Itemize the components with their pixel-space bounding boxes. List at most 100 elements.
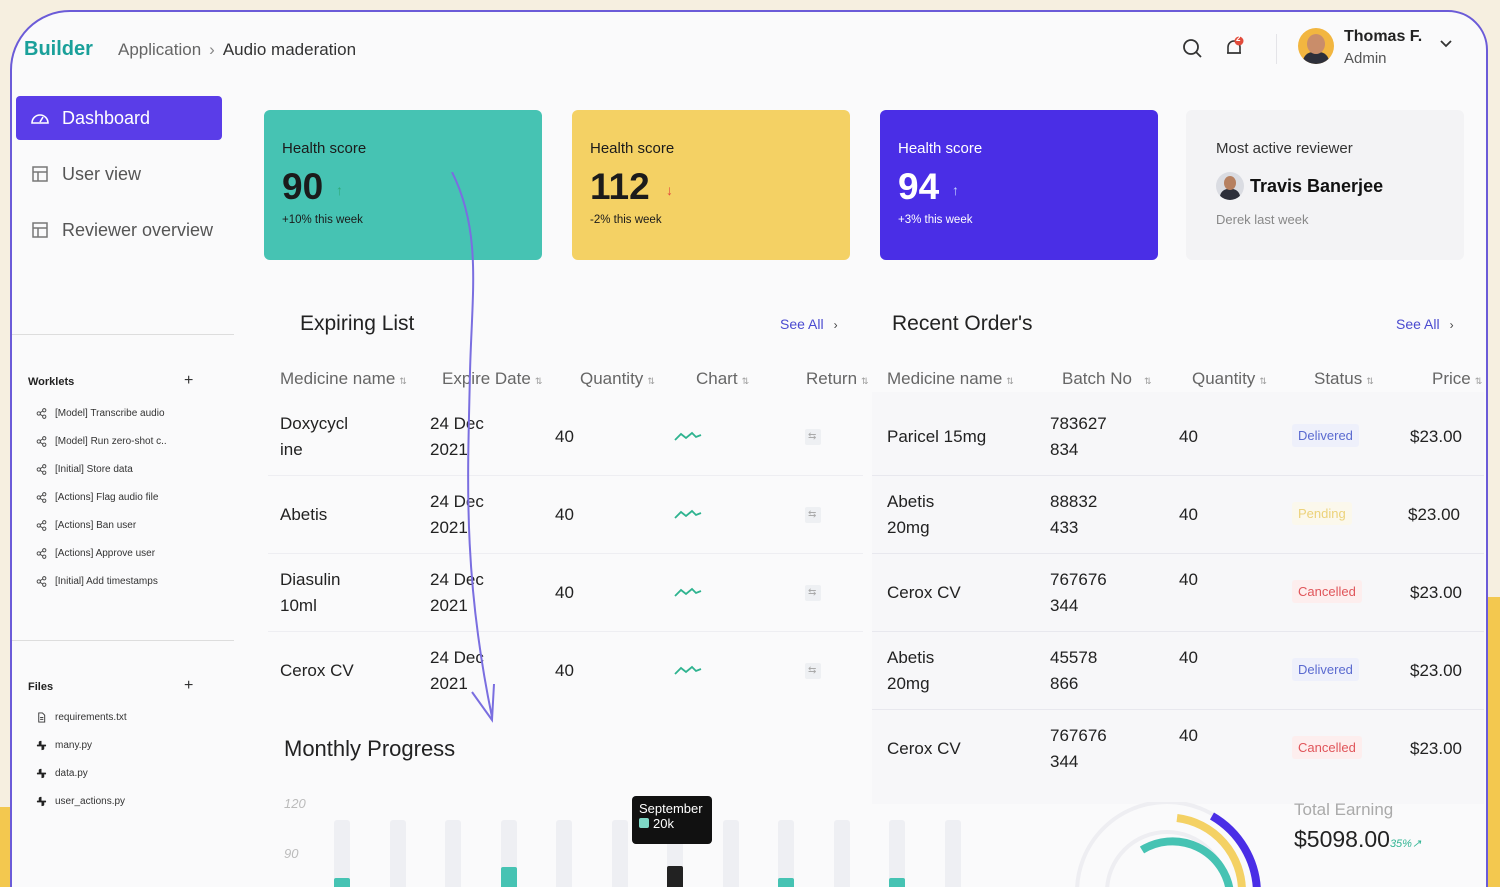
return-icon[interactable]: ⇆ — [805, 585, 821, 601]
batch-no: 783627 834 — [1050, 411, 1107, 463]
column-header[interactable]: Quantity ⇅ — [580, 369, 655, 389]
sidebar-divider — [12, 334, 234, 335]
status-badge: Delivered — [1292, 658, 1359, 681]
file-label: user_actions.py — [55, 796, 126, 807]
earning-gauge — [1075, 802, 1261, 887]
worklet-item[interactable]: [Model] Transcribe audio — [36, 408, 216, 419]
column-header[interactable]: Medicine name ⇅ — [887, 369, 1014, 389]
add-file-button[interactable]: + — [184, 677, 194, 694]
sort-icon: ⇅ — [534, 376, 543, 386]
sort-icon: ⇅ — [1259, 376, 1267, 386]
date-line: 2021 — [430, 674, 468, 693]
file-item[interactable]: user_actions.py — [36, 796, 216, 807]
return-icon[interactable]: ⇆ — [805, 429, 821, 445]
most-active-reviewer-card[interactable]: Most active reviewer Travis Banerjee Der… — [1186, 110, 1464, 260]
orders-see-all-link[interactable]: See All › — [1396, 316, 1454, 332]
file-item[interactable]: data.py — [36, 768, 216, 779]
medicine-name-line: Paricel 15mg — [887, 427, 987, 446]
breadcrumb: Application › Audio maderation — [118, 40, 356, 60]
medicine-name: Cerox CV — [887, 580, 961, 606]
worklet-item[interactable]: [Initial] Add timestamps — [36, 576, 216, 587]
nav-item-reviewer-overview[interactable]: Reviewer overview — [16, 208, 222, 252]
medicine-name-line: 20mg — [887, 518, 930, 537]
monthly-progress-title: Monthly Progress — [284, 736, 456, 761]
chart-bar[interactable] — [667, 866, 683, 887]
column-header[interactable]: Price ⇅ — [1432, 369, 1482, 389]
layout-icon — [32, 166, 48, 182]
return-icon[interactable]: ⇆ — [805, 663, 821, 679]
medicine-name: Abetis 20mg — [887, 645, 934, 697]
column-header[interactable]: Quantity ⇅ — [1192, 369, 1267, 389]
add-worklet-button[interactable]: + — [184, 372, 194, 389]
chart-bar-track — [389, 820, 406, 887]
share-icon — [36, 492, 55, 503]
column-header[interactable]: Batch No ⇅ — [1062, 369, 1151, 389]
card-label: Health score — [282, 140, 367, 157]
chart-bar-track — [334, 820, 350, 887]
trend-arrow-icon: ↑ — [336, 182, 343, 198]
file-item[interactable]: many.py — [36, 740, 216, 751]
price: $23.00 — [1410, 427, 1462, 446]
recent-orders-title: Recent Order's — [892, 312, 1033, 335]
user-name[interactable]: Thomas F. — [1344, 28, 1423, 45]
see-all-label: See All — [780, 316, 824, 332]
quantity: 40 — [1179, 726, 1198, 745]
column-header[interactable]: Return ⇅ — [806, 369, 869, 389]
file-item[interactable]: requirements.txt — [36, 712, 216, 723]
share-icon — [36, 520, 55, 531]
quantity: 40 — [555, 427, 574, 446]
chart-bar-track — [611, 820, 628, 887]
sparkline-icon[interactable] — [674, 586, 702, 598]
date-line: 24 Dec — [430, 648, 484, 667]
breadcrumb-application[interactable]: Application — [118, 40, 202, 59]
app-logo[interactable]: Builder — [24, 38, 93, 60]
quantity: 40 — [555, 583, 574, 602]
see-all-label: See All — [1396, 316, 1440, 332]
nav-item-user-view[interactable]: User view — [16, 152, 222, 196]
share-icon — [36, 576, 55, 587]
worklet-label: [Model] Run zero-shot c.. — [55, 436, 167, 447]
sparkline-icon[interactable] — [674, 508, 702, 520]
health-score-card[interactable]: Health score 112 ↓ -2% this week — [572, 110, 850, 260]
search-icon[interactable] — [1180, 36, 1204, 60]
chart-bar[interactable] — [778, 878, 794, 887]
chevron-right-icon: › — [1449, 318, 1454, 332]
sparkline-icon[interactable] — [674, 664, 702, 676]
column-label: Status — [1314, 369, 1363, 388]
worklet-item[interactable]: [Actions] Ban user — [36, 520, 216, 531]
worklet-item[interactable]: [Initial] Store data — [36, 464, 216, 475]
sparkline-icon[interactable] — [674, 430, 702, 442]
chart-bar[interactable] — [500, 867, 517, 887]
nav-item-dashboard[interactable]: Dashboard — [16, 96, 222, 140]
column-header[interactable]: Medicine name ⇅ — [280, 369, 407, 389]
chart-bar[interactable] — [889, 878, 905, 887]
medicine-name-line: Abetis — [887, 492, 935, 511]
column-label: Quantity — [1192, 369, 1256, 388]
price: $23.00 — [1408, 505, 1460, 524]
bell-icon[interactable] — [1222, 36, 1246, 60]
sort-icon: ⇅ — [647, 376, 655, 386]
reviewer-avatar — [1216, 172, 1244, 200]
column-header[interactable]: Expire Date ⇅ — [442, 369, 542, 389]
chevron-down-icon[interactable] — [1438, 36, 1454, 52]
card-value: 90 — [282, 166, 324, 207]
expiring-see-all-link[interactable]: See All › — [780, 316, 838, 332]
total-earning-label: Total Earning — [1294, 800, 1394, 819]
date-line: 2021 — [430, 596, 468, 615]
worklet-item[interactable]: [Actions] Flag audio file — [36, 492, 216, 503]
user-avatar[interactable] — [1298, 28, 1334, 64]
tooltip-month: September — [639, 801, 703, 816]
chart-bar[interactable] — [334, 878, 350, 887]
worklet-item[interactable]: [Actions] Approve user — [36, 548, 216, 559]
sort-icon: ⇅ — [741, 376, 750, 386]
return-icon[interactable]: ⇆ — [805, 507, 821, 523]
medicine-name-line: Abetis — [280, 505, 328, 524]
health-score-card[interactable]: Health score 90 ↑ +10% this week — [264, 110, 542, 260]
column-header[interactable]: Status ⇅ — [1314, 369, 1374, 389]
health-score-card[interactable]: Health score 94 ↑ +3% this week — [880, 110, 1158, 260]
batch-no: 45578 866 — [1050, 645, 1097, 697]
medicine-name-line: Abetis — [887, 648, 935, 667]
trend-arrow-icon: ↓ — [666, 182, 673, 198]
worklet-item[interactable]: [Model] Run zero-shot c.. — [36, 436, 216, 447]
column-header[interactable]: Chart ⇅ — [696, 369, 749, 389]
